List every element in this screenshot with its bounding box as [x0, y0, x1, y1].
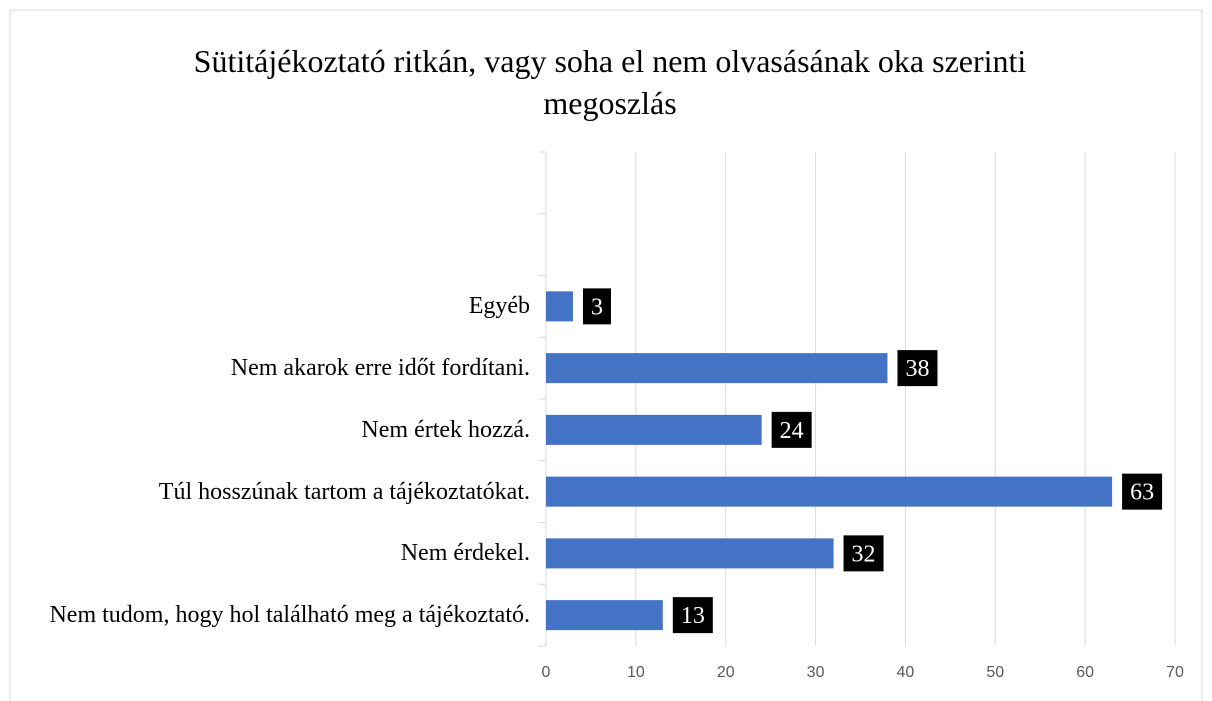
data-label: 13	[681, 603, 705, 629]
x-tick-label: 10	[627, 664, 645, 681]
x-tick-label: 20	[717, 664, 735, 681]
data-label: 24	[780, 418, 804, 444]
bar	[546, 476, 1113, 507]
bar	[546, 414, 762, 445]
y-tick-label: Nem akarok erre időt fordítani.	[230, 355, 530, 382]
y-tick-label: Nem tudom, hogy hol található meg a tájé…	[49, 602, 530, 629]
data-label-box	[1122, 473, 1163, 510]
y-tick-label: Túl hosszúnak tartom a tájékoztatókat.	[158, 478, 530, 505]
x-tick-label: 0	[542, 664, 551, 681]
data-label-box	[582, 288, 611, 325]
data-label-box	[897, 350, 938, 387]
y-tick-label: Nem érdekel.	[400, 540, 530, 567]
data-label-box	[771, 411, 812, 448]
data-label: 63	[1130, 480, 1154, 506]
bar	[546, 353, 888, 384]
bar	[546, 538, 834, 569]
x-tick-label: 50	[986, 664, 1004, 681]
data-label: 3	[591, 294, 603, 320]
x-tick-label: 60	[1076, 664, 1094, 681]
data-label: 38	[905, 356, 929, 382]
x-tick-label: 40	[897, 664, 915, 681]
x-tick-label: 70	[1166, 664, 1184, 681]
data-label: 32	[852, 541, 876, 567]
bar	[546, 291, 573, 322]
y-tick-label: Nem értek hozzá.	[361, 416, 530, 443]
x-tick-label: 30	[807, 664, 825, 681]
chart-border	[9, 9, 1203, 701]
y-tick-label: Egyéb	[468, 293, 530, 320]
data-label-box	[672, 597, 713, 634]
data-label-box	[843, 535, 884, 572]
chart-title: Sütitájékoztató ritkán, vagy soha el nem…	[193, 43, 1027, 121]
bar	[546, 600, 663, 631]
